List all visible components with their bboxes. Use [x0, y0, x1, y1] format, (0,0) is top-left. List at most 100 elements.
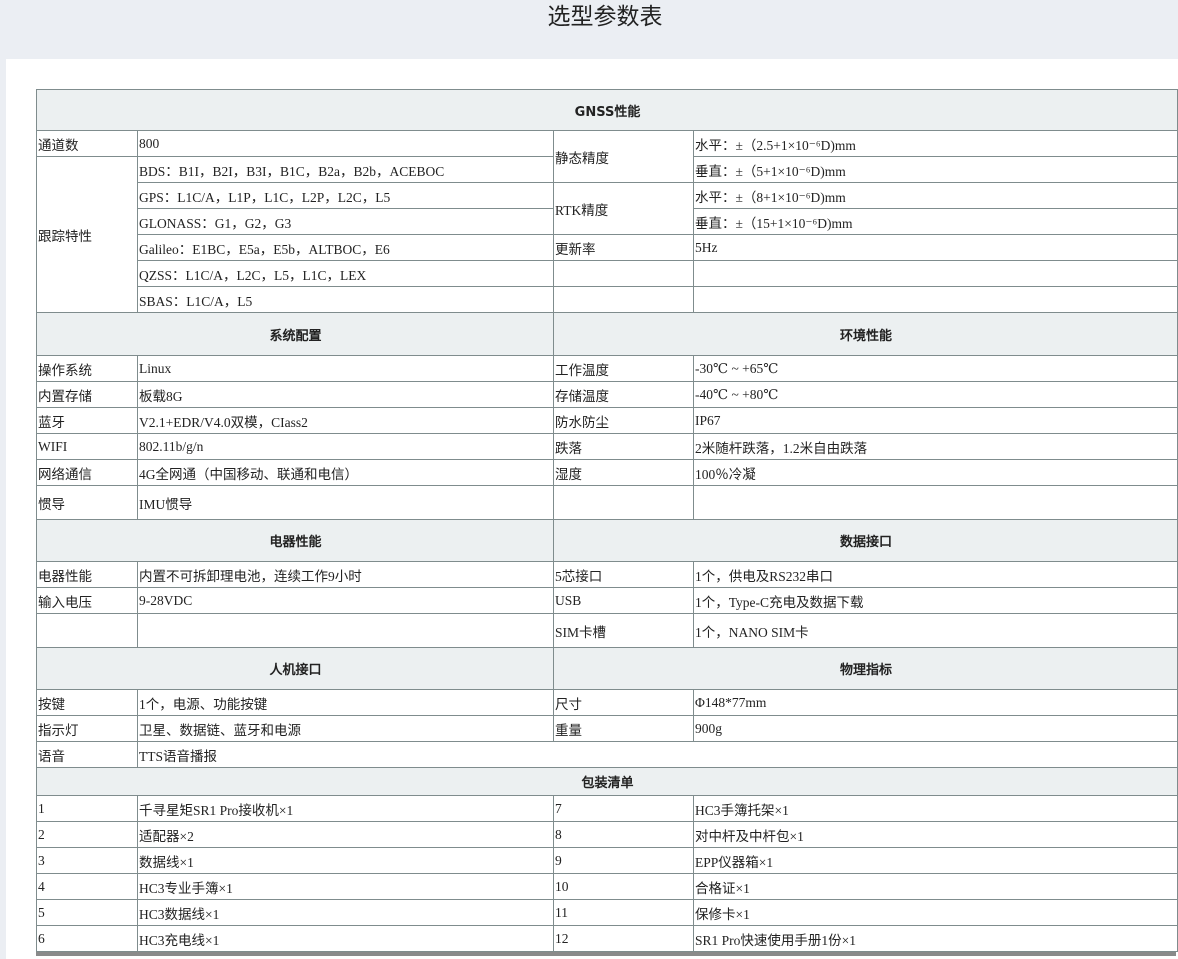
table-row: 蓝牙 V2.1+EDR/V4.0双模，CIass2 防水防尘 IP67: [36, 407, 1178, 434]
spec-table: GNSS性能 通道数 800 静态精度 水平：±（2.5+1×10⁻⁶D)mm 跟踪特性 B…: [35, 89, 1178, 952]
table-cell: SR1 Pro快速使用手册1份×1: [692, 925, 1178, 952]
table-cell: 操作系统: [36, 355, 138, 382]
table-row: 5 HC3数据线×1 11 保修卡×1: [36, 899, 1178, 926]
table-cell: 5芯接口: [553, 561, 694, 588]
content-panel: GNSS性能 通道数 800 静态精度 水平：±（2.5+1×10⁻⁶D)mm 跟踪特性 B…: [6, 59, 1178, 959]
table-cell: 通道数: [36, 130, 138, 157]
table-cell: IMU惯导: [137, 485, 554, 520]
section-header: GNSS性能: [35, 89, 1178, 131]
table-cell: HC3数据线×1: [137, 899, 554, 926]
table-cell: 2米随杆跌落，1.2米自由跌落: [692, 433, 1178, 460]
table-cell: [553, 260, 694, 287]
table-row: 4 HC3专业手簿×1 10 合格证×1: [36, 873, 1178, 900]
table-cell: GPS：L1C/A，L1P，L1C，L2P，L2C，L5: [137, 182, 554, 209]
page-title: 选型参数表: [547, 4, 663, 30]
section-header-row: GNSS性能: [35, 89, 1178, 131]
table-row: SIM卡槽 1个，NANO SIM卡: [36, 613, 1178, 648]
table-cell: 5Hz: [692, 234, 1178, 261]
table-cell: 垂直：±（15+1×10⁻⁶D)mm: [692, 208, 1178, 235]
table-cell: 静态精度: [553, 130, 694, 183]
table-cell: 水平：±（2.5+1×10⁻⁶D)mm: [692, 130, 1178, 157]
section-header: 物理指标: [552, 647, 1178, 690]
table-cell: Linux: [137, 355, 554, 382]
table-row: GLONASS：G1，G2，G3 垂直：±（15+1×10⁻⁶D)mm: [37, 208, 1178, 235]
table-row: 3 数据线×1 9 EPP仪器箱×1: [36, 847, 1178, 874]
table-cell: 数据线×1: [137, 847, 554, 874]
table-cell: -30℃ ~ +65℃: [692, 355, 1178, 382]
table-cell: [553, 286, 694, 313]
table-cell: GLONASS：G1，G2，G3: [137, 208, 554, 235]
table-cell: [137, 613, 554, 648]
table-cell: 更新率: [553, 234, 694, 261]
table-row: 1 千寻星矩SR1 Pro接收机×1 7 HC3手簿托架×1: [36, 795, 1178, 822]
table-cell: 1: [36, 795, 138, 822]
table-cell: Galileo：E1BC，E5a，E5b，ALTBOC，E6: [137, 234, 554, 261]
table-row: 跟踪特性 BDS：B1I，B2I，B3I，B1C，B2a，B2b，ACEBOC 垂直…: [36, 156, 1178, 313]
table-cell: 蓝牙: [36, 407, 138, 434]
table-row: 电器性能 内置不可拆卸理电池，连续工作9小时 5芯接口 1个，供电及RS232串口: [36, 561, 1178, 588]
table-cell: 网络通信: [36, 459, 138, 486]
table-cell: -40℃ ~ +80℃: [692, 381, 1178, 408]
section-header-row: 系统配置 环境性能: [36, 312, 1178, 356]
table-cell: HC3充电线×1: [137, 925, 554, 952]
table-cell: 水平：±（8+1×10⁻⁶D)mm: [692, 182, 1178, 209]
table-cell: 输入电压: [36, 587, 138, 614]
table-cell: [553, 485, 694, 520]
horizontal-scrollbar[interactable]: [36, 952, 1176, 956]
section-header: 电器性能: [36, 519, 554, 562]
table-cell: 5: [36, 899, 138, 926]
table-cell: WIFI: [36, 433, 138, 460]
table-cell: 工作温度: [553, 355, 694, 382]
section-header: 包装清单: [35, 767, 1178, 796]
table-row: 指示灯 卫星、数据链、蓝牙和电源 重量 900g: [36, 715, 1178, 742]
table-cell: 8: [553, 821, 694, 848]
table-cell: SIM卡槽: [553, 613, 694, 648]
table-row: Galileo：E1BC，E5a，E5b，ALTBOC，E6 更新率 5Hz: [37, 234, 1178, 261]
table-cell: 板载8G: [137, 381, 554, 408]
table-cell: 存储温度: [553, 381, 694, 408]
table-cell: 800: [137, 130, 554, 157]
table-cell: 2: [36, 821, 138, 848]
table-cell: 6: [36, 925, 138, 952]
table-cell: QZSS：L1C/A，L2C，L5，L1C，LEX: [137, 260, 554, 287]
table-row: 网络通信 4G全网通（中国移动、联通和电信） 湿度 100％冷凝: [36, 459, 1178, 486]
table-cell: 12: [553, 925, 694, 952]
table-cell: 1个，供电及RS232串口: [692, 561, 1178, 588]
table-cell: 保修卡×1: [692, 899, 1178, 926]
table-row: SBAS：L1C/A，L5: [37, 286, 1178, 313]
section-header: 人机接口: [36, 647, 554, 690]
table-cell: 内置不可拆卸理电池，连续工作9小时: [137, 561, 554, 588]
table-cell: 4: [36, 873, 138, 900]
table-cell: 卫星、数据链、蓝牙和电源: [137, 715, 554, 742]
table-row: WIFI 802.11b/g/n 跌落 2米随杆跌落，1.2米自由跌落: [36, 433, 1178, 460]
table-row: 输入电压 9-28VDC USB 1个，Type-C充电及数据下载: [36, 587, 1178, 614]
table-cell: Φ148*77mm: [692, 689, 1178, 716]
table-cell: 900g: [692, 715, 1178, 742]
table-cell: EPP仪器箱×1: [692, 847, 1178, 874]
table-row: 6 HC3充电线×1 12 SR1 Pro快速使用手册1份×1: [36, 925, 1178, 952]
table-row: 惯导 IMU惯导: [36, 485, 1178, 520]
table-row: 语音 TTS语音播报: [36, 741, 1178, 768]
table-row: 按键 1个，电源、功能按键 尺寸 Φ148*77mm: [36, 689, 1178, 716]
table-row: 通道数 800 静态精度 水平：±（2.5+1×10⁻⁶D)mm: [36, 130, 1178, 183]
table-cell: 千寻星矩SR1 Pro接收机×1: [137, 795, 554, 822]
table-cell: 1个，Type-C充电及数据下载: [692, 587, 1178, 614]
table-cell: 100％冷凝: [692, 459, 1178, 486]
table-row: GPS：L1C/A，L1P，L1C，L2P，L2C，L5 RTK精度 水平：±（8+…: [37, 182, 1178, 235]
table-cell: 1个，电源、功能按键: [137, 689, 554, 716]
table-cell: 跌落: [553, 433, 694, 460]
table-row: 内置存储 板载8G 存储温度 -40℃ ~ +80℃: [36, 381, 1178, 408]
table-cell: HC3专业手簿×1: [137, 873, 554, 900]
table-cell: 3: [36, 847, 138, 874]
section-header: 环境性能: [552, 312, 1178, 356]
table-cell: 合格证×1: [692, 873, 1178, 900]
table-cell: 指示灯: [36, 715, 138, 742]
table-cell: 湿度: [553, 459, 694, 486]
table-row: 操作系统 Linux 工作温度 -30℃ ~ +65℃: [36, 355, 1178, 382]
section-header-row: 电器性能 数据接口: [36, 519, 1178, 562]
table-cell: 7: [553, 795, 694, 822]
table-cell: 1个，NANO SIM卡: [692, 613, 1178, 648]
table-cell: 防水防尘: [553, 407, 694, 434]
section-header: 数据接口: [552, 519, 1178, 562]
table-cell: 语音: [36, 741, 138, 768]
